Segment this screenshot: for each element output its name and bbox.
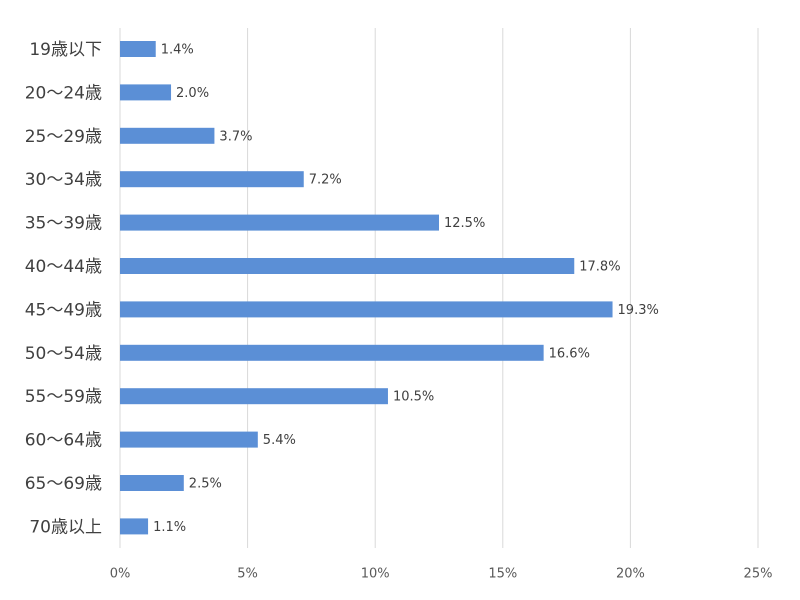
- bar: [120, 171, 304, 188]
- bar: [120, 214, 439, 231]
- data-label: 3.7%: [219, 129, 252, 144]
- data-label: 1.1%: [153, 520, 186, 535]
- bar: [120, 41, 156, 57]
- data-label: 16.6%: [549, 346, 590, 361]
- bar: [120, 475, 184, 491]
- category-label: 25～29歳: [25, 127, 102, 147]
- bar: [120, 388, 388, 405]
- category-label: 50～54歳: [25, 344, 102, 364]
- bar: [120, 84, 172, 101]
- data-label: 7.2%: [309, 173, 342, 188]
- category-label: 65～69歳: [25, 474, 102, 494]
- category-label: 55～59歳: [25, 387, 102, 407]
- category-label: 19歳以下: [29, 40, 102, 60]
- data-label: 1.4%: [161, 43, 194, 58]
- bar: [120, 431, 258, 448]
- x-tick-label: 15%: [488, 567, 517, 582]
- category-label: 40～44歳: [25, 257, 102, 277]
- x-tick-label: 5%: [237, 567, 258, 582]
- category-label: 30～34歳: [25, 170, 102, 190]
- bar: [120, 344, 544, 361]
- bar: [120, 127, 215, 144]
- x-tick-label: 10%: [361, 567, 390, 582]
- category-label: 45～49歳: [25, 300, 102, 320]
- category-label: 35～39歳: [25, 214, 102, 234]
- category-label: 60～64歳: [25, 431, 102, 451]
- x-tick-label: 20%: [616, 567, 645, 582]
- category-label: 20～24歳: [25, 83, 102, 103]
- bar: [120, 518, 149, 535]
- category-axis: 19歳以下 20～24歳 25～29歳 30～34歳 35～39歳 40～44歳 45～49…: [25, 40, 102, 537]
- data-label: 19.3%: [618, 303, 659, 318]
- gridlines: [119, 28, 759, 548]
- data-label: 12.5%: [444, 216, 485, 231]
- x-tick-label: 25%: [744, 567, 773, 582]
- data-label: 5.4%: [263, 433, 296, 448]
- data-labels: 1.4% 2.0% 3.7% 7.2% 12.5% 17.8% 19.3% 16.6% 10.5…: [153, 43, 659, 535]
- bars: [120, 41, 613, 535]
- bar: [120, 301, 613, 318]
- x-tick-label: 0%: [110, 567, 131, 582]
- data-label: 17.8%: [579, 260, 620, 275]
- data-label: 2.0%: [176, 86, 209, 101]
- data-label: 10.5%: [393, 390, 434, 405]
- bar: [120, 258, 575, 274]
- data-label: 2.5%: [189, 477, 222, 492]
- category-label: 70歳以上: [29, 517, 102, 537]
- value-axis: 0% 5% 10% 15% 20% 25%: [110, 567, 773, 582]
